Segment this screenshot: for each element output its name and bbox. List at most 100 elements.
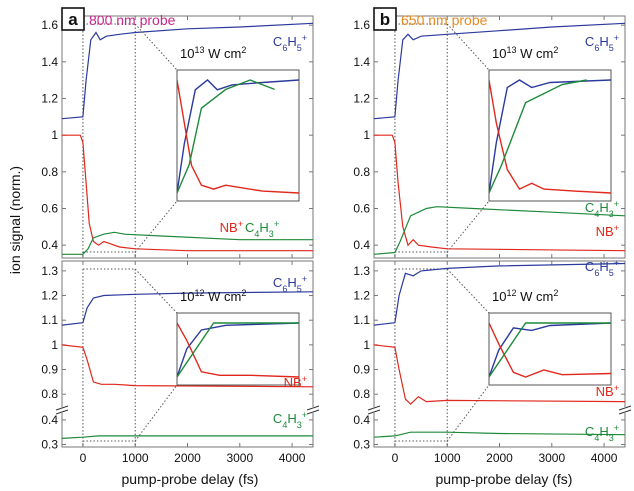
series-label-main: NB	[220, 220, 238, 235]
series-label-main: NB	[596, 384, 614, 399]
inset-content	[177, 322, 299, 378]
inset-content	[489, 322, 611, 378]
series-label-main: C	[273, 411, 282, 426]
series-label-sub: 4	[254, 229, 259, 239]
y-tick-label: 0.6	[353, 202, 370, 216]
intensity-label: 1013 W cm2	[180, 45, 246, 61]
series-label-sub: 6	[594, 43, 599, 53]
intensity-exp: 13	[506, 45, 516, 55]
y-tick-label: 0.4	[41, 413, 58, 427]
inset-series-line-1	[489, 322, 611, 378]
axis-break-mark	[618, 405, 632, 411]
y-tick-label: 0.6	[41, 202, 58, 216]
inset-content	[177, 79, 299, 194]
y-tick-label: 1	[363, 128, 370, 142]
x-axis-label-a: pump-probe delay (fs)	[122, 471, 259, 487]
axis-break-gap	[368, 407, 380, 413]
x-tick-label: 2000	[174, 451, 201, 465]
series-label-mid: H	[599, 424, 608, 439]
intensity-unit: W cm	[516, 289, 553, 304]
y-tick-label: 0.9	[41, 363, 58, 377]
series-label-sup: +	[274, 219, 279, 229]
y-tick-label: 0.8	[41, 387, 58, 401]
inset-series-line-2	[489, 322, 611, 378]
series-label-main: C	[245, 220, 254, 235]
x-tick-label: 3000	[226, 451, 253, 465]
series-label-sup: +	[614, 33, 619, 43]
series-label-mid: H	[599, 34, 608, 49]
y-tick-label: 1.6	[41, 18, 58, 32]
x-tick-label: 1000	[122, 451, 149, 465]
zoom-connector	[134, 200, 178, 253]
series-line-a-bottom-2	[61, 435, 313, 439]
series-label: C6H5+	[273, 274, 307, 294]
series-label-main: C	[585, 259, 594, 274]
axis-break-gap	[56, 407, 68, 413]
intensity-unit-exp: 2	[241, 45, 246, 55]
y-tick-label: 1.4	[41, 55, 58, 69]
zoom-connector	[446, 200, 490, 253]
panel-letter: b	[380, 10, 390, 29]
y-tick-label: 1.2	[353, 289, 370, 303]
inset-series-line-0	[489, 79, 611, 194]
series-label-sub: 6	[282, 43, 287, 53]
series-line-a-bottom-1	[61, 344, 314, 388]
x-tick-label: 0	[392, 451, 399, 465]
series-label-sup: +	[614, 423, 619, 433]
series-label-sub: 3	[297, 420, 302, 430]
zoom-connector	[134, 268, 178, 314]
y-tick-label: 0.4	[41, 238, 58, 252]
intensity-unit-exp: 2	[553, 45, 558, 55]
intensity-label: 1012 W cm2	[492, 288, 558, 304]
probe-label: 650 nm probe	[401, 12, 488, 28]
inset-series-line-2	[177, 322, 299, 378]
series-label-sub: 3	[269, 229, 274, 239]
axis-break-mark	[306, 409, 320, 415]
series-label-sup: +	[238, 219, 243, 229]
y-tick-label: 1.1	[41, 313, 58, 327]
y-tick-label: 1.1	[353, 313, 370, 327]
series-label-mid: H	[287, 34, 296, 49]
series-line-b-bottom-1	[373, 344, 626, 405]
x-tick-label: 0	[80, 451, 87, 465]
series-line-b-top-2	[373, 206, 626, 255]
zoom-connector	[446, 23, 490, 71]
intensity-unit-exp: 2	[241, 288, 246, 298]
series-label-sup: +	[614, 258, 619, 268]
axis-break-mark	[55, 409, 69, 415]
inset-series-line-1	[489, 79, 611, 194]
series-label-mid: H	[259, 220, 268, 235]
series-label-sup: +	[302, 410, 307, 420]
axis-break-mark	[618, 409, 632, 415]
series-line-b-top-0	[373, 22, 626, 120]
subplot-b-bottom: 0.3 0.4 0.8 0.9 1 1.1 1.2 1.3 0 1000 2000 3000 4000 1…	[353, 258, 632, 465]
intensity-base: 10	[180, 46, 194, 61]
x-tick-label: 2000	[486, 451, 513, 465]
series-label: NB+	[596, 383, 619, 399]
intensity-unit: W cm	[204, 46, 241, 61]
series-label-sub: 4	[594, 433, 599, 443]
inset-series-line-2	[489, 79, 587, 194]
series-label-sub: 5	[609, 43, 614, 53]
series-label-sub: 3	[609, 209, 614, 219]
y-tick-label: 1.3	[41, 264, 58, 278]
x-tick-label: 3000	[538, 451, 565, 465]
y-tick-label: 0.3	[353, 438, 370, 452]
x-tick-label: 4000	[279, 451, 306, 465]
series-label: NB+	[596, 223, 619, 239]
y-tick-label: 0.8	[353, 387, 370, 401]
intensity-unit: W cm	[204, 289, 241, 304]
series-line-b-top-1	[374, 134, 626, 252]
series-label-mid: H	[599, 200, 608, 215]
intensity-unit: W cm	[516, 46, 553, 61]
series-label-mid: H	[599, 259, 608, 274]
y-tick-label: 1	[51, 128, 58, 142]
y-tick-label: 1.3	[353, 264, 370, 278]
probe-label: 800 nm probe	[89, 12, 176, 28]
inset-content	[489, 79, 611, 194]
series-label: C6H5+	[273, 33, 307, 53]
inset-series-line-1	[177, 79, 299, 194]
